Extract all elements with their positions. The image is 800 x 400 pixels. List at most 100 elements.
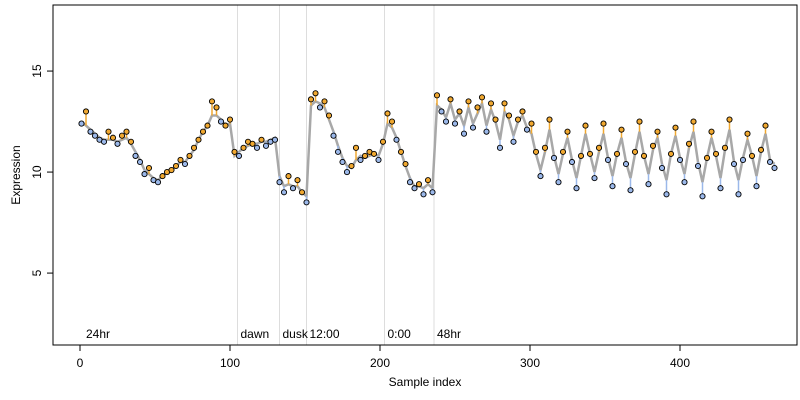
point bbox=[339, 158, 346, 166]
point bbox=[379, 138, 387, 145]
point bbox=[217, 118, 225, 125]
point bbox=[699, 193, 706, 200]
x-tick-label: 300 bbox=[520, 356, 540, 370]
y-tick-label: 15 bbox=[30, 64, 44, 78]
point bbox=[528, 120, 535, 127]
point bbox=[285, 173, 292, 180]
point bbox=[451, 120, 459, 127]
point bbox=[186, 152, 193, 159]
point bbox=[501, 100, 508, 107]
point bbox=[154, 179, 162, 186]
point bbox=[487, 100, 495, 107]
point bbox=[600, 120, 607, 127]
point bbox=[667, 150, 675, 157]
point bbox=[676, 156, 684, 163]
point bbox=[433, 92, 441, 99]
annotation: 0:00 bbox=[388, 327, 412, 341]
point bbox=[609, 183, 616, 190]
point bbox=[181, 160, 189, 168]
point bbox=[258, 136, 265, 143]
point bbox=[640, 152, 648, 159]
annotation: 12:00 bbox=[310, 327, 340, 341]
point bbox=[100, 138, 108, 145]
point bbox=[393, 136, 400, 143]
point bbox=[109, 134, 117, 141]
x-tick-label: 0 bbox=[77, 356, 84, 370]
point bbox=[537, 173, 544, 180]
point bbox=[654, 128, 661, 135]
point bbox=[726, 116, 733, 123]
point bbox=[145, 164, 153, 172]
point bbox=[388, 118, 396, 125]
point bbox=[541, 144, 549, 151]
point bbox=[87, 128, 94, 135]
point bbox=[204, 122, 211, 129]
point bbox=[510, 138, 517, 145]
point bbox=[123, 128, 130, 135]
point bbox=[334, 148, 342, 155]
point bbox=[685, 140, 693, 147]
point bbox=[523, 126, 531, 133]
point bbox=[469, 124, 477, 131]
point bbox=[514, 116, 522, 123]
point bbox=[370, 150, 378, 157]
annotation: 24hr bbox=[86, 327, 110, 341]
point bbox=[757, 146, 765, 153]
point bbox=[271, 136, 279, 143]
point bbox=[645, 181, 652, 188]
point bbox=[262, 142, 270, 149]
x-tick-label: 200 bbox=[370, 356, 390, 370]
point bbox=[199, 128, 207, 135]
point bbox=[618, 126, 625, 133]
point bbox=[168, 167, 175, 174]
point bbox=[91, 132, 99, 139]
point bbox=[766, 158, 774, 166]
point bbox=[631, 148, 639, 155]
point bbox=[222, 122, 229, 129]
point bbox=[406, 179, 414, 186]
point bbox=[550, 154, 558, 161]
point bbox=[604, 156, 612, 163]
point bbox=[568, 158, 576, 166]
point bbox=[348, 162, 355, 170]
point bbox=[361, 152, 369, 159]
point bbox=[663, 191, 670, 198]
point bbox=[249, 140, 256, 147]
point bbox=[172, 162, 180, 170]
point bbox=[658, 164, 666, 172]
point bbox=[591, 175, 598, 182]
point bbox=[771, 164, 778, 172]
point bbox=[141, 171, 148, 178]
point bbox=[312, 90, 319, 97]
annotation: dusk bbox=[283, 327, 309, 341]
point bbox=[289, 185, 297, 192]
point bbox=[546, 116, 553, 123]
point bbox=[519, 108, 526, 115]
point bbox=[478, 94, 486, 101]
point bbox=[582, 122, 589, 129]
point bbox=[253, 144, 261, 151]
point bbox=[577, 152, 585, 159]
point bbox=[397, 148, 405, 155]
point bbox=[762, 122, 769, 129]
x-tick-label: 400 bbox=[670, 356, 690, 370]
point bbox=[190, 144, 198, 151]
annotation: 48hr bbox=[437, 327, 461, 341]
point bbox=[159, 173, 166, 180]
point bbox=[744, 130, 751, 137]
point bbox=[438, 108, 445, 115]
point bbox=[303, 199, 310, 206]
point bbox=[460, 130, 468, 137]
point bbox=[573, 185, 580, 192]
y-tick-label: 5 bbox=[30, 269, 44, 276]
point bbox=[132, 152, 139, 159]
point bbox=[294, 177, 301, 184]
point bbox=[343, 169, 351, 176]
point bbox=[375, 156, 382, 163]
x-axis-label: Sample index bbox=[389, 375, 462, 389]
point bbox=[622, 160, 630, 168]
point bbox=[474, 104, 481, 111]
point bbox=[325, 112, 333, 119]
point bbox=[447, 96, 454, 103]
